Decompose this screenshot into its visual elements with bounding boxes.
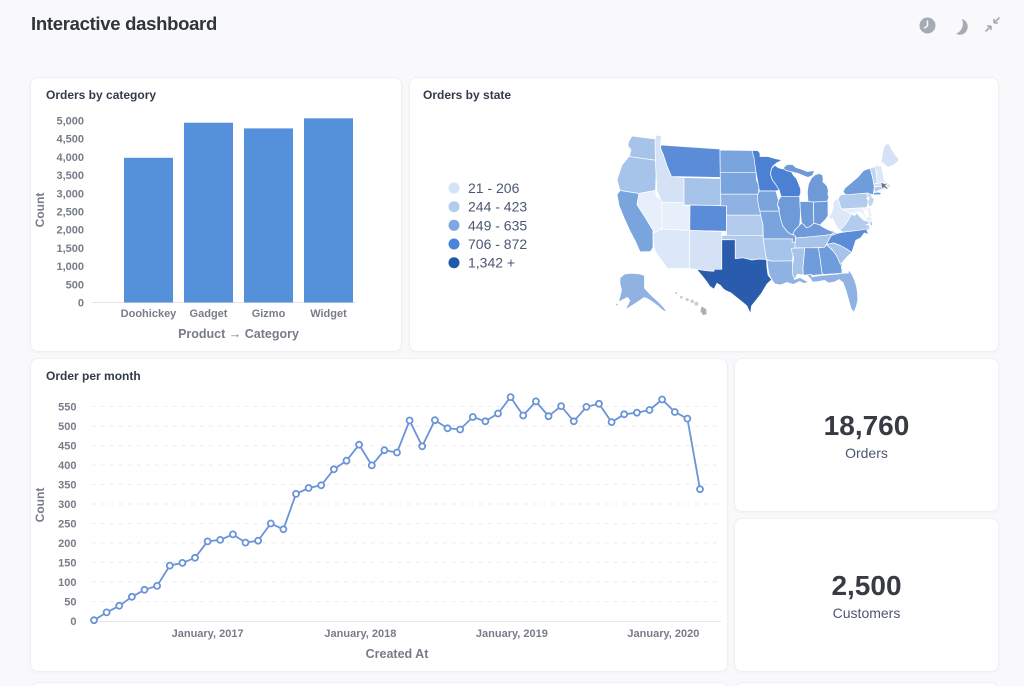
svg-text:100: 100 xyxy=(58,577,76,589)
svg-text:5,000: 5,000 xyxy=(56,116,84,128)
svg-text:450: 450 xyxy=(58,441,76,453)
svg-text:Gizmo: Gizmo xyxy=(252,308,286,320)
svg-text:500: 500 xyxy=(66,279,84,291)
svg-text:2,500: 2,500 xyxy=(56,207,84,219)
svg-text:January, 2020: January, 2020 xyxy=(627,628,699,640)
svg-text:1,000: 1,000 xyxy=(56,261,84,273)
svg-text:4,000: 4,000 xyxy=(56,152,84,164)
svg-text:1,500: 1,500 xyxy=(56,243,84,255)
svg-text:3,500: 3,500 xyxy=(56,170,84,182)
svg-text:250: 250 xyxy=(58,519,76,531)
svg-text:350: 350 xyxy=(58,480,76,492)
svg-text:Count: Count xyxy=(33,488,47,523)
svg-text:400: 400 xyxy=(58,460,76,472)
svg-text:449 - 635: 449 - 635 xyxy=(468,217,527,233)
svg-text:500: 500 xyxy=(58,421,76,433)
svg-text:300: 300 xyxy=(58,499,76,511)
svg-text:200: 200 xyxy=(58,538,76,550)
svg-text:Product → Category: Product → Category xyxy=(178,327,299,341)
svg-text:0: 0 xyxy=(78,298,84,310)
svg-text:January, 2017: January, 2017 xyxy=(172,628,244,640)
svg-text:4,500: 4,500 xyxy=(56,134,84,146)
svg-text:150: 150 xyxy=(58,558,76,570)
svg-text:Gadget: Gadget xyxy=(190,308,228,320)
svg-text:706 - 872: 706 - 872 xyxy=(468,236,527,252)
svg-text:2,000: 2,000 xyxy=(56,225,84,237)
svg-text:Doohickey: Doohickey xyxy=(121,308,178,320)
svg-text:21 - 206: 21 - 206 xyxy=(468,180,520,196)
svg-text:550: 550 xyxy=(58,402,76,414)
svg-text:January, 2018: January, 2018 xyxy=(324,628,396,640)
svg-text:244 - 423: 244 - 423 xyxy=(468,199,527,215)
svg-text:Count: Count xyxy=(33,193,47,228)
svg-text:3,000: 3,000 xyxy=(56,188,84,200)
svg-text:1,342 +: 1,342 + xyxy=(468,255,515,271)
svg-text:Created At: Created At xyxy=(366,647,430,661)
svg-text:50: 50 xyxy=(64,597,76,609)
svg-text:0: 0 xyxy=(70,616,76,628)
svg-text:Widget: Widget xyxy=(310,308,347,320)
svg-text:January, 2019: January, 2019 xyxy=(476,628,548,640)
